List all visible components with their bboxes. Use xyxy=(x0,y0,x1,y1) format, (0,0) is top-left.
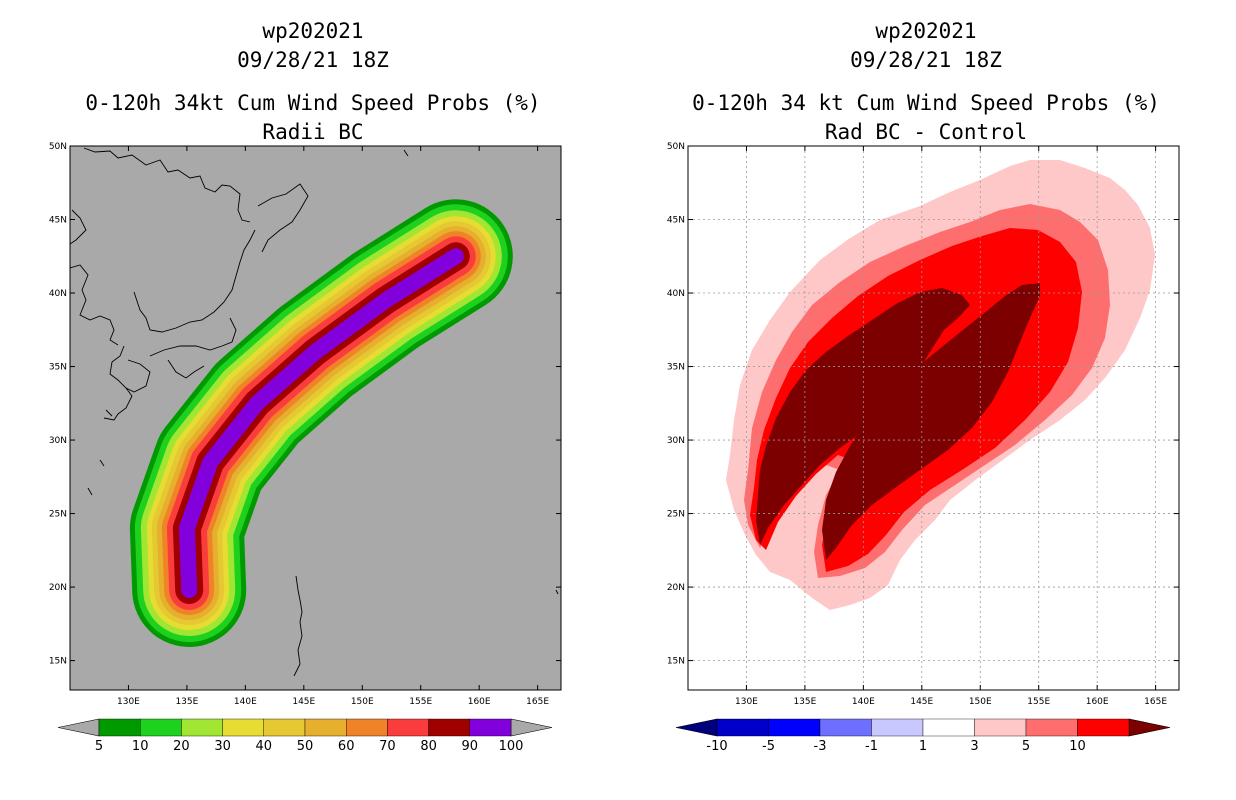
left-colorbar: 5 10 20 30 40 50 60 70 80 90 100 xyxy=(57,718,553,754)
x-tick-label: 140E xyxy=(852,697,875,707)
y-tick-label: 15N xyxy=(667,657,685,667)
colorbar-label: 10 xyxy=(132,739,149,754)
right-gridlines xyxy=(688,146,1179,690)
right-colorbar: -10 -5 -3 -1 1 3 5 10 xyxy=(675,718,1171,754)
colorbar-label: 70 xyxy=(379,739,396,754)
y-tick-label: 25N xyxy=(667,510,685,520)
colorbar-label: -1 xyxy=(865,739,878,754)
right-title-line-3: 0-120h 34 kt Cum Wind Speed Probs (%) xyxy=(692,91,1160,115)
colorbar-label: 30 xyxy=(214,739,231,754)
colorbar-label: -3 xyxy=(814,739,827,754)
x-tick-label: 160E xyxy=(468,697,491,707)
x-tick-label: 140E xyxy=(234,697,257,707)
y-tick-label: 15N xyxy=(49,657,67,667)
colorbar-segment xyxy=(974,718,1027,737)
colorbar-right-arrow xyxy=(1128,718,1171,737)
colorbar-label: 60 xyxy=(338,739,355,754)
left-coastline xyxy=(70,147,559,677)
left-title-line-4: Radii BC xyxy=(262,120,363,144)
y-tick-label: 30N xyxy=(49,436,67,446)
colorbar-segment xyxy=(263,718,306,737)
right-panel: wp202021 09/28/21 18Z 0-120h 34 kt Cum W… xyxy=(667,19,1180,754)
y-tick-label: 25N xyxy=(49,510,67,520)
x-tick-label: 150E xyxy=(969,697,992,707)
colorbar-segment xyxy=(871,718,924,737)
y-tick-label: 20N xyxy=(49,583,67,593)
colorbar-segment xyxy=(1077,718,1130,737)
colorbar-segment xyxy=(222,718,265,737)
right-title-line-1: wp202021 xyxy=(875,19,976,43)
colorbar-segment xyxy=(819,718,872,737)
left-title-line-1: wp202021 xyxy=(262,19,363,43)
left-title-line-2: 09/28/21 18Z xyxy=(237,48,389,72)
y-tick-label: 35N xyxy=(667,363,685,373)
x-tick-label: 135E xyxy=(793,697,816,707)
colorbar-segment xyxy=(139,718,182,737)
colorbar-segment xyxy=(922,718,975,737)
x-tick-label: 155E xyxy=(409,697,432,707)
y-tick-label: 35N xyxy=(49,363,67,373)
x-tick-label: 155E xyxy=(1027,697,1050,707)
colorbar-segment xyxy=(1025,718,1078,737)
y-tick-label: 50N xyxy=(49,142,67,152)
x-tick-label: 150E xyxy=(351,697,374,707)
colorbar-label: 10 xyxy=(1069,739,1086,754)
left-title-line-3: 0-120h 34kt Cum Wind Speed Probs (%) xyxy=(85,91,540,115)
colorbar-segment xyxy=(716,718,769,737)
x-tick-label: 135E xyxy=(175,697,198,707)
right-title-line-2: 09/28/21 18Z xyxy=(850,48,1002,72)
x-tick-label: 165E xyxy=(526,697,549,707)
colorbar-label: 5 xyxy=(1022,739,1030,754)
y-tick-label: 45N xyxy=(667,216,685,226)
x-tick-label: 130E xyxy=(117,697,140,707)
left-panel: wp202021 09/28/21 18Z 0-120h 34kt Cum Wi… xyxy=(49,19,562,754)
left-swath xyxy=(129,199,513,647)
x-tick-label: 130E xyxy=(735,697,758,707)
left-map-frame xyxy=(69,145,562,691)
x-tick-label: 145E xyxy=(910,697,933,707)
colorbar-segment xyxy=(346,718,388,737)
x-tick-label: 160E xyxy=(1086,697,1109,707)
colorbar-right-arrow xyxy=(510,718,553,737)
colorbar-segment xyxy=(304,718,347,737)
colorbar-left-arrow xyxy=(57,718,100,737)
colorbar-label: 80 xyxy=(420,739,437,754)
right-difference-field xyxy=(726,160,1155,610)
left-axis-ticks: 130E 135E 140E 145E 150E 155E 160E 165E 15N 20N 25… xyxy=(49,142,561,707)
colorbar-left-arrow xyxy=(675,718,718,737)
colorbar-label: -5 xyxy=(762,739,775,754)
colorbar-label: 100 xyxy=(499,739,524,754)
x-tick-label: 145E xyxy=(292,697,315,707)
right-title-line-4: Rad BC - Control xyxy=(825,120,1027,144)
x-tick-label: 165E xyxy=(1144,697,1167,707)
y-tick-label: 40N xyxy=(49,289,67,299)
colorbar-segment xyxy=(387,718,429,737)
colorbar-label: 40 xyxy=(256,739,273,754)
colorbar-label: 90 xyxy=(462,739,479,754)
colorbar-segment xyxy=(428,718,471,737)
colorbar-segment xyxy=(469,718,512,737)
y-tick-label: 20N xyxy=(667,583,685,593)
colorbar-label: 20 xyxy=(173,739,190,754)
y-tick-label: 50N xyxy=(667,142,685,152)
colorbar-segment xyxy=(768,718,821,737)
y-tick-label: 30N xyxy=(667,436,685,446)
colorbar-label: 1 xyxy=(919,739,927,754)
colorbar-label: 50 xyxy=(297,739,314,754)
y-tick-label: 40N xyxy=(667,289,685,299)
colorbar-label: 3 xyxy=(970,739,978,754)
colorbar-label: -10 xyxy=(706,739,727,754)
right-axis-ticks: 130E 135E 140E 145E 150E 155E 160E 165E 15N 20N 25… xyxy=(667,142,1179,707)
swath-contour-90 xyxy=(178,248,464,598)
right-map-frame xyxy=(687,145,1180,691)
colorbar-label: 5 xyxy=(95,739,103,754)
colorbar-segment xyxy=(98,718,141,737)
diff-band-gt-10-east xyxy=(822,283,1040,560)
y-tick-label: 45N xyxy=(49,216,67,226)
colorbar-segment xyxy=(181,718,223,737)
